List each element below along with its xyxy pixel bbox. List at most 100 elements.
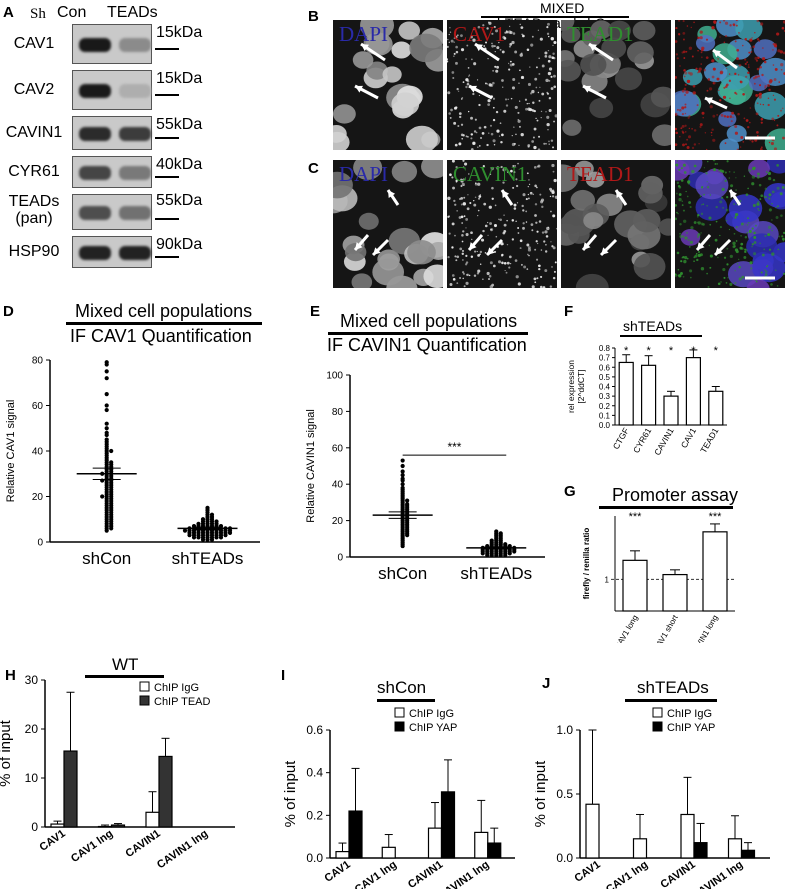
- chart-e: 0 20 40 60 80 100 Relative CAVIN1 signal shCon s…: [305, 371, 545, 583]
- signal-punctum: [506, 244, 509, 246]
- signal-punctum: [720, 169, 723, 173]
- signal-punctum: [676, 57, 679, 60]
- cell-nucleus: [382, 66, 402, 83]
- data-point: [109, 448, 114, 454]
- signal-punctum: [678, 33, 681, 36]
- data-point: [196, 535, 201, 540]
- signal-punctum: [465, 58, 467, 60]
- signal-punctum: [512, 77, 516, 82]
- panel-label-f: F: [564, 303, 574, 320]
- signal-punctum: [762, 103, 765, 106]
- signal-punctum: [682, 209, 685, 212]
- data-point: [100, 494, 105, 499]
- signal-punctum: [722, 95, 727, 99]
- signal-punctum: [701, 186, 703, 189]
- legend-label: ChIP IgG: [409, 708, 454, 720]
- signal-punctum: [553, 270, 556, 273]
- signal-punctum: [550, 75, 553, 78]
- signal-punctum: [675, 273, 677, 276]
- y-tick-label: 0.5: [556, 787, 573, 801]
- signal-punctum: [709, 254, 713, 258]
- signal-punctum: [757, 207, 759, 210]
- cell-nucleus: [766, 160, 785, 174]
- signal-punctum: [500, 254, 504, 257]
- signal-punctum: [449, 116, 452, 119]
- signal-punctum: [677, 213, 679, 215]
- signal-punctum: [515, 133, 517, 136]
- signal-punctum: [684, 124, 687, 127]
- x-category-label: CAVIN1 lng: [155, 828, 210, 872]
- signal-punctum: [763, 248, 766, 251]
- data-point: [104, 421, 109, 426]
- signal-punctum: [695, 253, 698, 255]
- signal-punctum: [716, 163, 718, 165]
- signal-punctum: [550, 210, 552, 213]
- y-tick-label: 0.0: [599, 421, 611, 430]
- signal-punctum: [757, 200, 760, 204]
- signal-punctum: [782, 51, 785, 55]
- signal-punctum: [459, 247, 463, 251]
- signal-punctum: [488, 132, 490, 134]
- signal-punctum: [761, 47, 764, 50]
- chart-g-title-rule: [599, 506, 733, 509]
- signal-punctum: [726, 195, 729, 199]
- signal-punctum: [534, 281, 537, 284]
- signal-punctum: [467, 67, 470, 69]
- signal-punctum: [701, 111, 705, 115]
- y-tick-label: 0.5: [599, 373, 611, 382]
- signal-punctum: [681, 130, 684, 133]
- y-tick-label: 0.4: [599, 383, 611, 392]
- cell-nucleus: [752, 253, 785, 283]
- data-point: [494, 553, 499, 558]
- signal-punctum: [772, 49, 774, 51]
- signal-punctum: [709, 267, 712, 269]
- data-point: [227, 530, 233, 535]
- bar: [50, 823, 65, 828]
- signal-punctum: [692, 91, 696, 95]
- signal-punctum: [758, 183, 762, 187]
- signal-punctum: [758, 93, 761, 96]
- signal-punctum: [535, 117, 537, 120]
- signal-punctum: [680, 127, 683, 130]
- y-axis-label: Relative CAV1 signal: [5, 400, 17, 503]
- signal-punctum: [691, 169, 695, 174]
- signal-punctum: [517, 227, 520, 229]
- signal-punctum: [719, 71, 724, 75]
- signal-punctum: [548, 79, 551, 82]
- signal-punctum: [764, 234, 767, 238]
- signal-punctum: [676, 251, 680, 255]
- signal-punctum: [748, 51, 751, 54]
- legend-swatch: [139, 695, 150, 706]
- signal-punctum: [455, 45, 458, 49]
- cell-nucleus: [658, 218, 671, 236]
- signal-punctum: [506, 219, 508, 222]
- signal-punctum: [723, 86, 726, 89]
- signal-punctum: [764, 84, 767, 88]
- signal-punctum: [479, 263, 482, 265]
- cell-nucleus: [614, 67, 642, 91]
- signal-punctum: [455, 259, 458, 262]
- signal-punctum: [467, 194, 469, 196]
- blot-band-con: [79, 206, 111, 220]
- signal-punctum: [484, 82, 487, 85]
- signal-punctum: [700, 212, 704, 216]
- signal-punctum: [742, 141, 745, 143]
- signal-punctum: [744, 58, 747, 61]
- bar: [662, 573, 688, 612]
- signal-punctum: [452, 186, 455, 190]
- signal-punctum: [767, 97, 770, 100]
- signal-punctum: [759, 22, 764, 26]
- signal-punctum: [512, 165, 515, 167]
- signal-punctum: [681, 112, 685, 116]
- signal-punctum: [748, 229, 752, 234]
- signal-punctum: [697, 36, 700, 40]
- signal-punctum: [774, 269, 777, 272]
- signal-punctum: [728, 177, 731, 179]
- signal-punctum: [482, 165, 485, 168]
- signal-punctum: [723, 41, 726, 44]
- significance-label: *: [669, 345, 674, 357]
- blot-band-con: [79, 84, 111, 98]
- micro-channel-panel: TEAD1: [561, 160, 671, 288]
